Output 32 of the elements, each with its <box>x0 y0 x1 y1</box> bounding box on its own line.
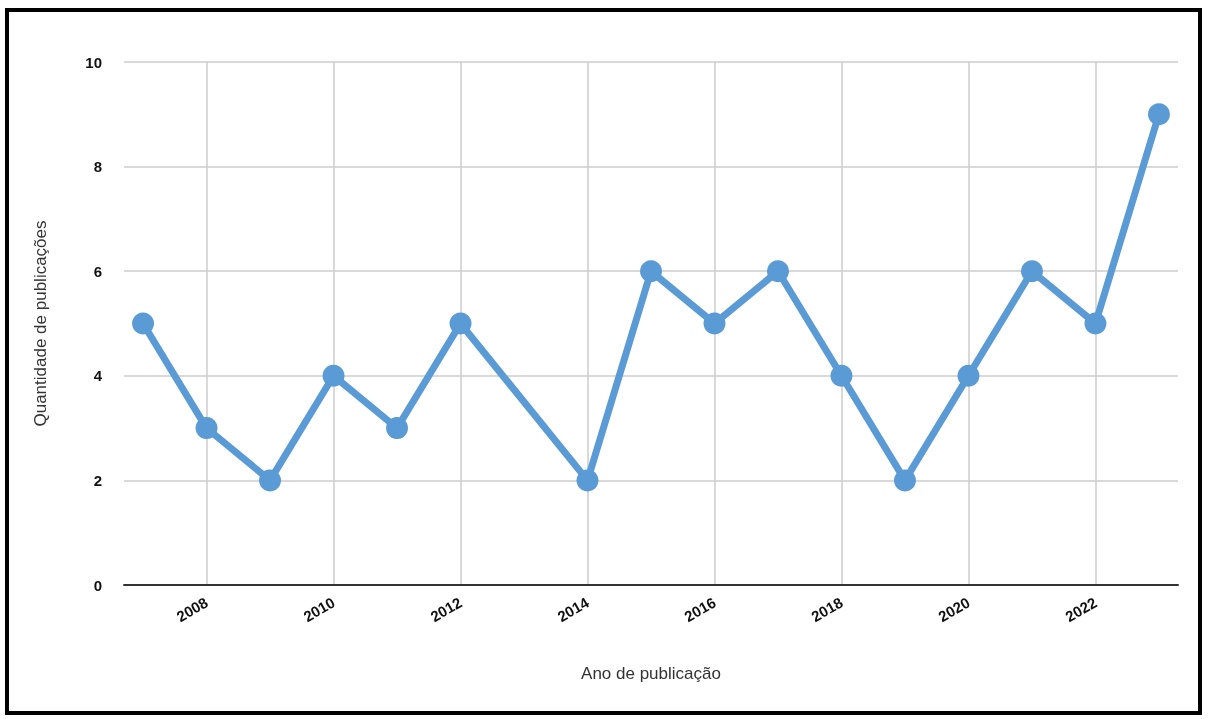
point <box>132 312 155 335</box>
y-tick-label: 10 <box>85 53 102 71</box>
point <box>449 312 472 335</box>
point <box>957 364 980 387</box>
x-tick-label: 2008 <box>173 593 211 626</box>
x-axis-title: Ano de publicação <box>581 664 721 683</box>
y-axis-title: Quantidade de publicações <box>31 220 50 427</box>
point <box>386 417 409 440</box>
x-tick-label: 2010 <box>300 593 338 626</box>
point <box>1147 103 1170 126</box>
x-tick-label: 2018 <box>808 593 846 626</box>
point <box>576 469 599 492</box>
x-tick-label: 2020 <box>935 593 973 626</box>
point <box>259 469 282 492</box>
point <box>1084 312 1107 335</box>
y-tick-label: 0 <box>93 576 102 594</box>
x-tick-label: 2012 <box>427 593 465 626</box>
point <box>767 260 789 283</box>
x-tick-label: 2016 <box>681 593 719 626</box>
point <box>322 364 345 387</box>
point <box>640 260 662 283</box>
point <box>894 469 916 492</box>
point <box>195 417 218 440</box>
y-tick-label: 4 <box>93 367 103 385</box>
y-tick-label: 8 <box>93 158 102 176</box>
x-tick-label: 2022 <box>1062 593 1100 626</box>
point <box>703 312 726 335</box>
x-tick-label: 2014 <box>554 593 593 626</box>
point <box>830 364 853 387</box>
point <box>1020 260 1043 283</box>
y-tick-label: 2 <box>93 471 102 489</box>
y-tick-label: 6 <box>93 262 102 280</box>
